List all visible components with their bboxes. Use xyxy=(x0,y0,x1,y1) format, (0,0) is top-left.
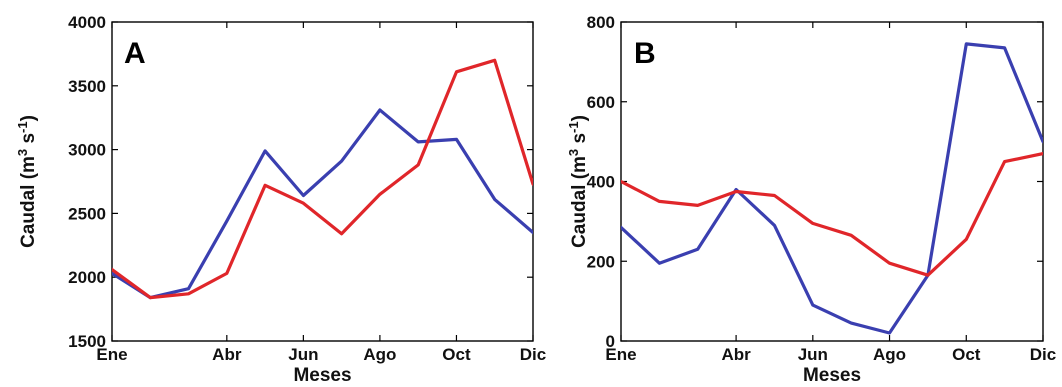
y-tick-label: 600 xyxy=(587,93,615,112)
y-axis-title: Caudal (m3 s-1) xyxy=(566,115,590,248)
series-line-blue xyxy=(621,42,1043,335)
y-axis-title-part: s xyxy=(18,133,39,149)
panel-label: A xyxy=(124,37,146,70)
panel-label: B xyxy=(634,37,656,70)
y-axis-title-part: Caudal (m xyxy=(569,156,590,248)
y-axis-title-part: ) xyxy=(18,115,39,121)
x-tick-label: Abr xyxy=(212,345,242,364)
x-tick-label: Dic xyxy=(1030,345,1056,364)
y-tick-label: 3000 xyxy=(68,141,106,160)
y-axis-title-part: Caudal (m xyxy=(18,156,39,248)
y-tick-label: 4000 xyxy=(68,13,106,32)
x-tick-label: Ago xyxy=(363,345,396,364)
x-tick-label: Dic xyxy=(520,345,546,364)
plot-frame xyxy=(620,21,1044,342)
y-tick-label: 2000 xyxy=(68,268,106,287)
x-axis-title: Meses xyxy=(803,365,861,386)
x-tick-label: Oct xyxy=(952,345,981,364)
y-tick-label: 400 xyxy=(587,173,615,192)
x-axis-title: Meses xyxy=(293,365,351,386)
series-line-red xyxy=(112,58,533,300)
y-axis-title: Caudal (m3 s-1) xyxy=(15,115,39,248)
chart-panel-b: 0 200 400 600 800 Ene Abr Jun Ago Oct Dic Meses Caud… xyxy=(566,13,1056,386)
x-tick-label: Ene xyxy=(96,345,127,364)
x-tick-label: Jun xyxy=(798,345,828,364)
series-line-blue xyxy=(112,108,533,300)
y-axis-title-part: ) xyxy=(569,115,590,121)
y-axis-title-superscript: 3 xyxy=(566,149,581,156)
x-tick-label: Oct xyxy=(442,345,471,364)
y-axis-title-superscript: -1 xyxy=(566,121,581,133)
x-tick-label: Ene xyxy=(605,345,636,364)
y-tick-label: 0 xyxy=(606,332,615,351)
y-tick-label: 1500 xyxy=(68,332,106,351)
y-tick-label: 800 xyxy=(587,13,615,32)
x-tick-label: Abr xyxy=(721,345,751,364)
y-axis-title-part: s xyxy=(569,133,590,149)
x-tick-label: Ago xyxy=(873,345,906,364)
y-axis-title-superscript: 3 xyxy=(15,149,30,156)
x-tick-label: Jun xyxy=(288,345,318,364)
series-line-red xyxy=(621,152,1043,277)
chart-panel-a: 1500 2000 2500 3000 3500 4000 Ene Abr Jun Ago Oct D… xyxy=(15,13,546,386)
y-tick-label: 200 xyxy=(587,252,615,271)
y-axis-title-superscript: -1 xyxy=(15,121,30,133)
y-tick-label: 2500 xyxy=(68,204,106,223)
y-tick-label: 3500 xyxy=(68,77,106,96)
